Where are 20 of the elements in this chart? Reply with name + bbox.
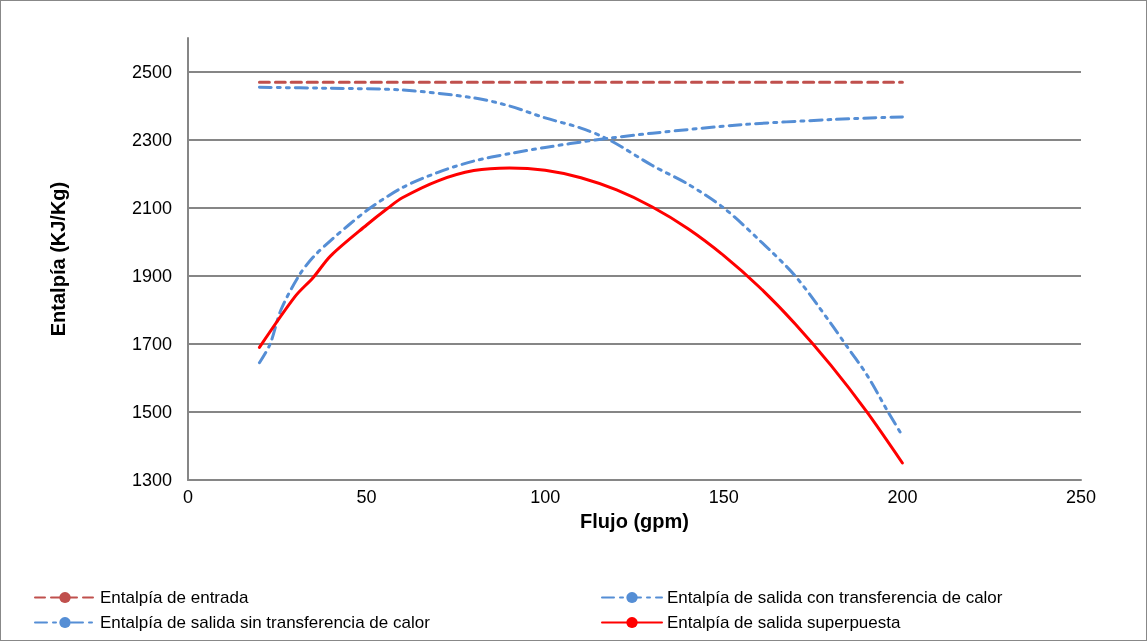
y-tick-label: 2300 bbox=[131, 130, 172, 150]
x-tick-label: 150 bbox=[708, 487, 739, 507]
x-axis-title: Flujo (gpm) bbox=[580, 509, 689, 532]
y-tick-label: 1300 bbox=[131, 470, 172, 490]
y-tick-label: 1900 bbox=[131, 266, 172, 286]
x-tick-label: 250 bbox=[1065, 487, 1097, 507]
legend-label: Entalpía de entrada bbox=[100, 588, 249, 607]
x-tick-label: 100 bbox=[530, 487, 561, 507]
x-tick-label: 50 bbox=[356, 487, 377, 507]
x-tick-label: 200 bbox=[887, 487, 918, 507]
line-series bbox=[257, 166, 904, 465]
y-axis-title: Entalpía (KJ/Kg) bbox=[47, 181, 69, 337]
legend-label: Entalpía de salida con transferencia de calor bbox=[667, 588, 1003, 607]
legend-label: Entalpía de salida superpuesta bbox=[667, 613, 901, 632]
y-tick-label: 1700 bbox=[131, 334, 172, 354]
y-tick-label: 1500 bbox=[131, 402, 172, 422]
y-tick-label: 2100 bbox=[131, 198, 172, 218]
y-tick-label: 2500 bbox=[131, 62, 172, 82]
x-tick-label: 0 bbox=[182, 487, 194, 507]
legend-label: Entalpía de salida sin transferencia de calor bbox=[100, 613, 431, 632]
